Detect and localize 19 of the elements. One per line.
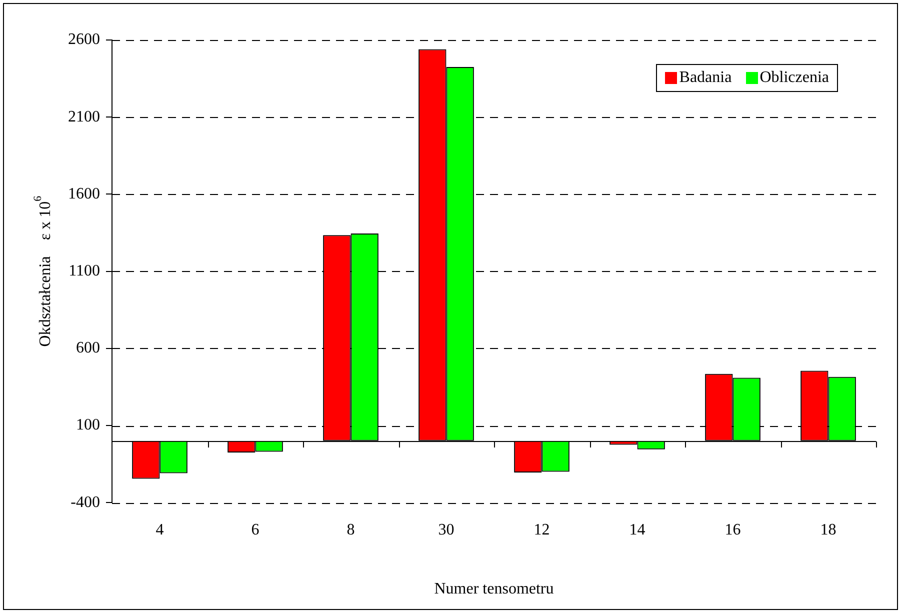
x-axis-title: Numer tensometru xyxy=(434,580,554,598)
y-tick-label: 2100 xyxy=(68,108,100,126)
x-tick-label: 4 xyxy=(156,521,164,538)
y-tick-label: 1600 xyxy=(68,185,100,202)
x-tick-label: 30 xyxy=(438,521,454,538)
x-tick-label: 16 xyxy=(724,521,741,538)
y-tick-label: 600 xyxy=(76,340,100,357)
y-axis-title: Okdształcenia ε x 106 xyxy=(32,195,54,347)
y-tick-label: 2600 xyxy=(68,31,100,48)
x-tick-label: 18 xyxy=(820,521,836,538)
x-tick-label: 6 xyxy=(251,521,260,538)
y-tick-label: -400 xyxy=(70,494,100,511)
y-tick-label: 1100 xyxy=(68,262,100,280)
x-tick-label: 14 xyxy=(629,521,646,538)
x-tick-label: 12 xyxy=(534,521,550,538)
legend-label: Obliczenia xyxy=(760,69,829,87)
x-tick-label: 8 xyxy=(346,521,355,538)
legend-label: Badania xyxy=(679,69,732,87)
y-tick-label: 100 xyxy=(76,416,100,434)
